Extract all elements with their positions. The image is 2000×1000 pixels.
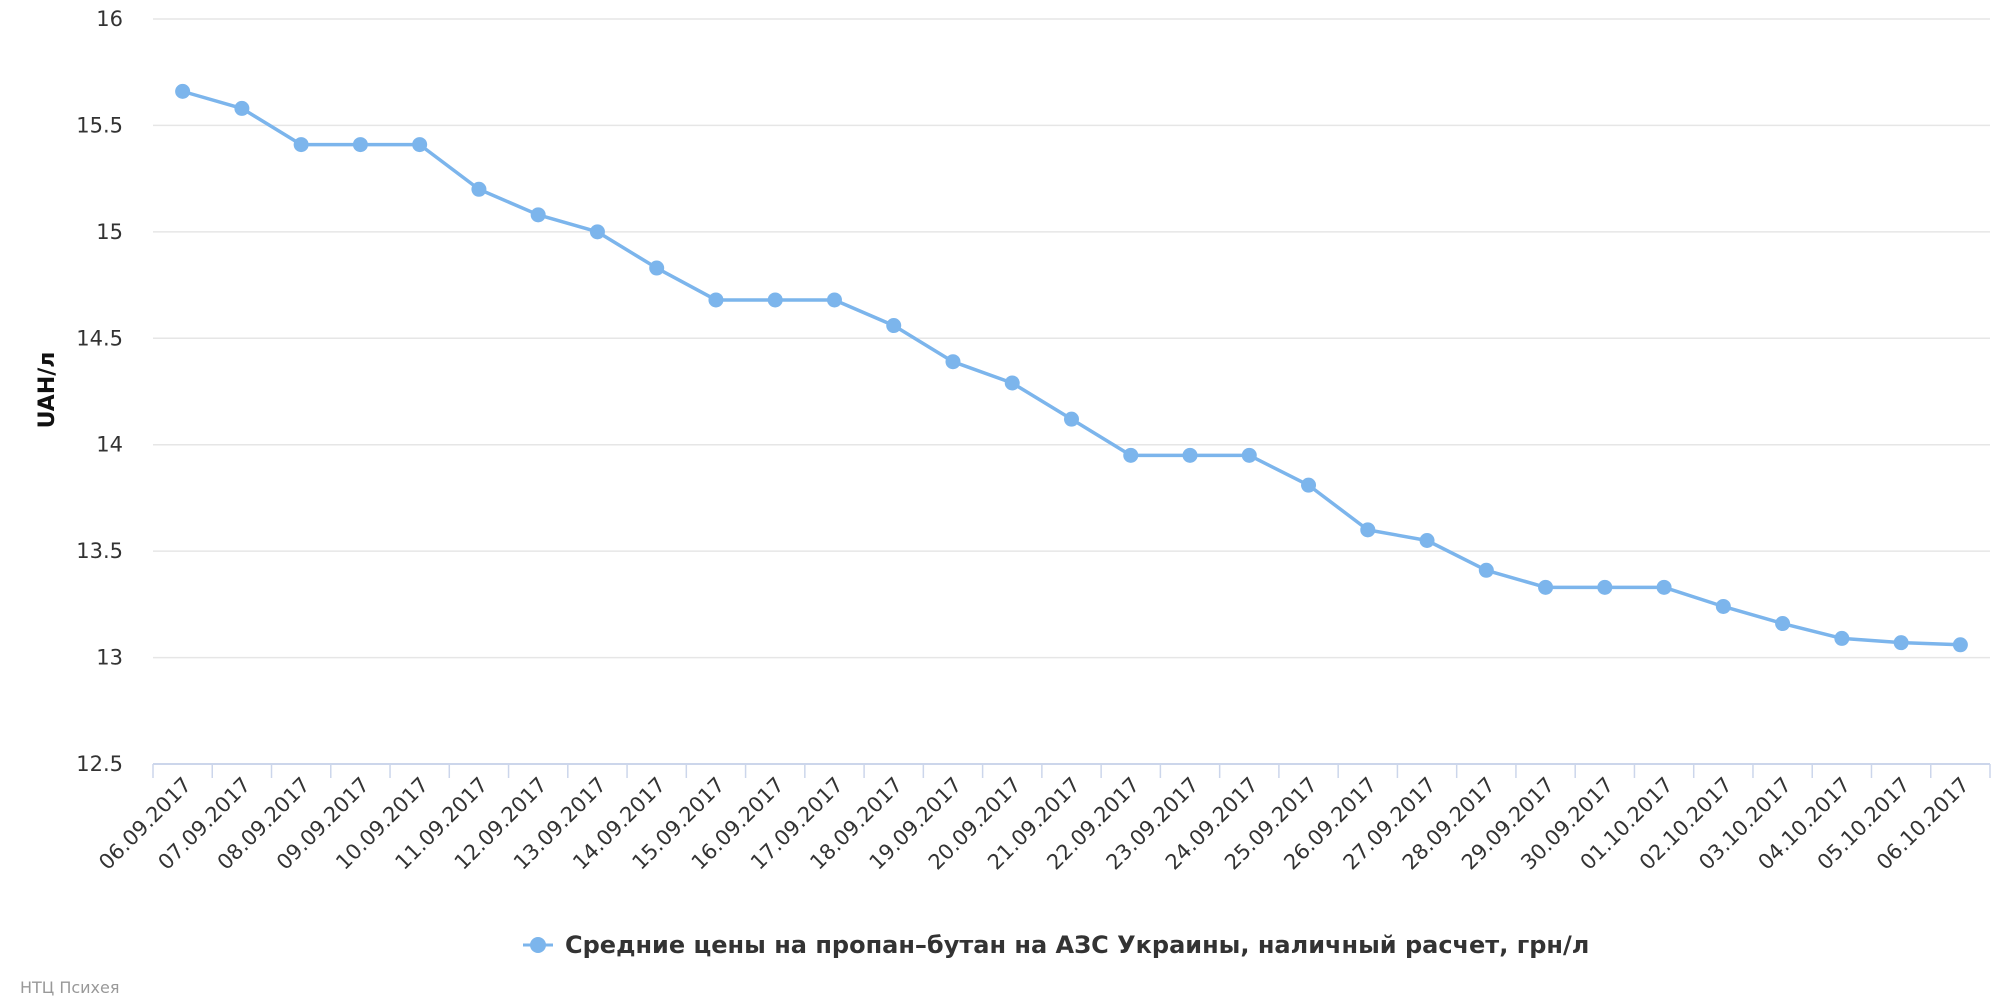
x-axis: 06.09.201707.09.201708.09.201709.09.2017… xyxy=(94,763,1991,875)
data-point[interactable] xyxy=(1834,630,1850,646)
y-tick-label: 15 xyxy=(96,220,123,244)
data-point[interactable] xyxy=(589,224,605,240)
data-point[interactable] xyxy=(1301,477,1317,493)
data-point[interactable] xyxy=(1123,447,1139,463)
y-tick-label: 13.5 xyxy=(76,539,123,563)
data-point[interactable] xyxy=(649,260,665,276)
series-line xyxy=(175,83,1968,653)
legend[interactable]: Средние цены на пропан–бутан на АЗС Укра… xyxy=(523,931,1589,959)
data-point[interactable] xyxy=(1241,447,1257,463)
data-point[interactable] xyxy=(708,292,724,308)
y-axis: 12.5 13 13.5 14 14.5 15 15.5 16 xyxy=(76,7,123,776)
data-point[interactable] xyxy=(886,318,902,334)
data-point[interactable] xyxy=(1656,579,1672,595)
legend-marker-symbol xyxy=(530,937,546,953)
data-point[interactable] xyxy=(352,137,368,153)
data-point[interactable] xyxy=(1715,598,1731,614)
data-point[interactable] xyxy=(1893,635,1909,651)
data-point[interactable] xyxy=(1064,411,1079,427)
data-point[interactable] xyxy=(471,181,487,197)
data-point[interactable] xyxy=(945,354,961,370)
data-point[interactable] xyxy=(234,100,250,116)
y-tick-label: 12.5 xyxy=(76,752,123,776)
y-tick-label: 13 xyxy=(96,646,123,670)
data-point[interactable] xyxy=(1952,637,1968,653)
data-point[interactable] xyxy=(1419,533,1435,548)
data-point[interactable] xyxy=(1478,562,1494,578)
data-point[interactable] xyxy=(175,83,191,99)
data-point[interactable] xyxy=(293,137,309,153)
data-point[interactable] xyxy=(1538,579,1554,595)
gridlines xyxy=(153,18,1990,659)
credits[interactable]: НТЦ Психея xyxy=(20,978,119,997)
data-point[interactable] xyxy=(826,292,842,308)
y-tick-label: 14.5 xyxy=(76,326,123,350)
data-point[interactable] xyxy=(767,292,783,308)
y-tick-label: 16 xyxy=(96,7,123,31)
y-axis-title: UAH/л xyxy=(35,352,60,429)
data-point[interactable] xyxy=(1182,447,1198,463)
data-point[interactable] xyxy=(530,207,546,223)
y-tick-label: 14 xyxy=(96,433,123,457)
data-point[interactable] xyxy=(1775,616,1791,632)
data-point[interactable] xyxy=(1597,579,1613,595)
data-point[interactable] xyxy=(1360,522,1376,538)
y-tick-label: 15.5 xyxy=(76,113,123,137)
data-point[interactable] xyxy=(1004,375,1020,391)
data-point[interactable] xyxy=(412,137,428,153)
legend-label[interactable]: Средние цены на пропан–бутан на АЗС Укра… xyxy=(565,931,1589,959)
series-line-path xyxy=(182,89,1961,647)
